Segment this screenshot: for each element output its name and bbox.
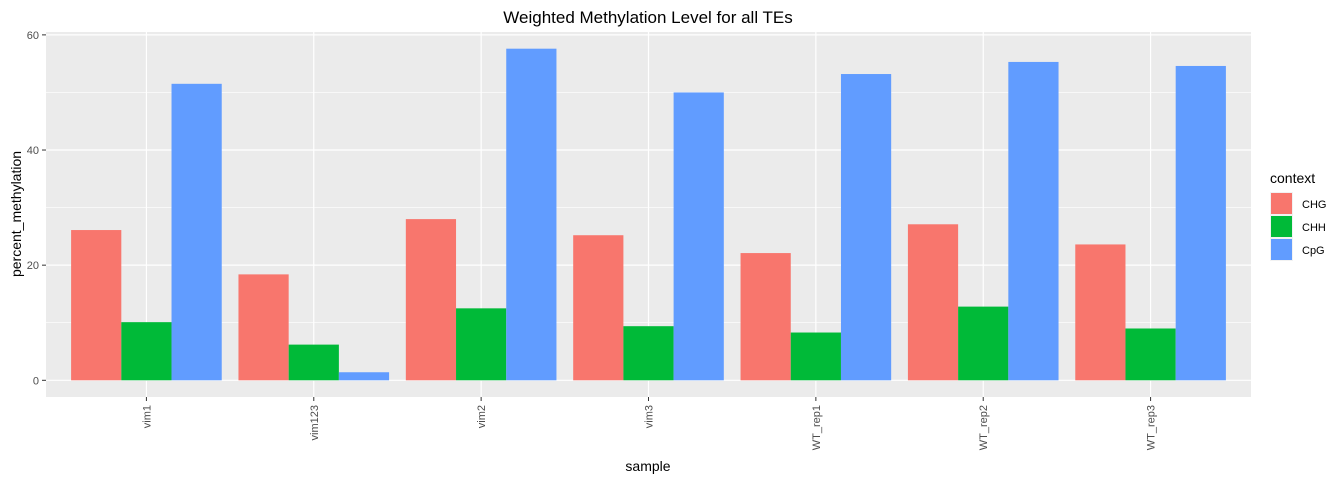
bar-chh-wt_rep1: [790, 332, 841, 381]
bar-chg-wt_rep3: [1075, 244, 1126, 381]
bar-cpg-vim1: [171, 83, 222, 381]
y-tick-label: 60: [27, 30, 39, 42]
x-tick-label: WT_rep3: [1146, 405, 1158, 450]
x-axis-title: sample: [625, 458, 670, 474]
y-tick-label: 0: [33, 375, 39, 387]
x-tick-label: WT_rep2: [978, 405, 990, 450]
bar-chg-vim1: [71, 230, 122, 381]
bar-chh-vim2: [456, 308, 507, 381]
bar-chh-wt_rep3: [1125, 328, 1176, 381]
bar-chg-vim123: [238, 274, 289, 381]
bar-chg-vim2: [405, 219, 457, 381]
chart-title: Weighted Methylation Level for all TEs: [503, 8, 792, 27]
legend: context CHG CHH CpG: [1270, 170, 1326, 261]
bar-cpg-wt_rep1: [840, 74, 892, 381]
x-tick-label: vim1: [141, 405, 153, 428]
x-tick-label: vim2: [476, 405, 488, 428]
bar-cpg-vim2: [506, 48, 557, 381]
bar-chh-vim1: [121, 322, 172, 381]
bars: [71, 48, 1226, 381]
y-axis: 0 20 40 60: [27, 30, 46, 387]
bar-chh-vim3: [623, 326, 674, 381]
bar-chh-vim123: [288, 344, 339, 381]
x-axis: vim1 vim123 vim2 vim3 WT_rep1 WT_rep2 WT_rep3: [141, 397, 1158, 450]
legend-label-chg: CHG: [1302, 199, 1326, 211]
legend-swatch-chg: [1271, 193, 1292, 214]
legend-swatch-cpg: [1271, 239, 1292, 260]
legend-label-chh: CHH: [1302, 222, 1326, 234]
y-axis-title: percent_methylation: [8, 151, 24, 277]
legend-title: context: [1270, 170, 1315, 186]
bar-chg-wt_rep1: [740, 253, 791, 381]
legend-swatch-chh: [1271, 216, 1292, 237]
y-tick-label: 20: [27, 260, 39, 272]
bar-chh-wt_rep2: [958, 306, 1009, 381]
bar-cpg-wt_rep2: [1008, 61, 1059, 381]
bar-chg-wt_rep2: [907, 224, 959, 381]
x-tick-label: vim3: [644, 405, 656, 428]
bar-chg-vim3: [573, 235, 624, 381]
x-tick-label: WT_rep1: [811, 405, 823, 450]
bar-cpg-vim123: [338, 372, 390, 381]
legend-label-cpg: CpG: [1302, 245, 1325, 257]
x-tick-label: vim123: [309, 405, 321, 440]
y-tick-label: 40: [27, 145, 39, 157]
bar-cpg-vim3: [673, 92, 724, 381]
bar-cpg-wt_rep3: [1175, 65, 1226, 381]
